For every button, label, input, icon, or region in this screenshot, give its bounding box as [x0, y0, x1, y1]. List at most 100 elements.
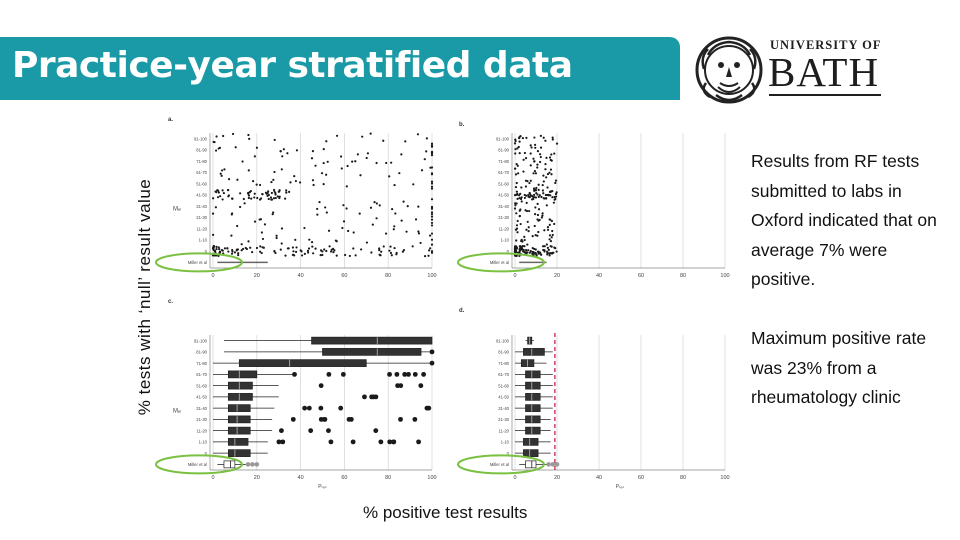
data-point — [307, 247, 311, 250]
data-point — [544, 139, 547, 142]
data-point — [385, 161, 388, 165]
data-point — [515, 227, 519, 230]
x-tick-label: 0 — [513, 273, 516, 279]
data-point — [513, 247, 517, 250]
data-point — [395, 251, 398, 255]
data-point — [528, 181, 531, 185]
y-tick-label: 41-50 — [196, 395, 207, 400]
data-point — [529, 152, 532, 155]
highlight-ellipse — [457, 454, 545, 475]
data-point — [221, 249, 224, 252]
data-point — [536, 213, 540, 217]
data-point — [219, 195, 222, 198]
data-point — [535, 253, 538, 256]
data-point — [242, 197, 245, 201]
data-point — [261, 237, 265, 241]
data-point — [529, 179, 532, 182]
data-point — [291, 246, 295, 249]
data-point — [329, 250, 333, 253]
data-point — [212, 197, 215, 200]
x-tick-label: 20 — [554, 273, 560, 279]
data-point — [212, 233, 215, 236]
data-point — [280, 242, 283, 245]
outlier-point — [279, 428, 284, 434]
data-point — [549, 240, 553, 243]
x-tick-label: 60 — [638, 273, 644, 279]
data-point — [236, 178, 239, 181]
data-point — [525, 228, 528, 231]
data-point — [514, 173, 518, 176]
y-tick-label: 51-60 — [196, 181, 207, 186]
data-point — [380, 250, 383, 253]
data-point — [341, 226, 344, 230]
data-point — [534, 248, 537, 251]
data-point — [270, 180, 273, 184]
data-point — [411, 245, 414, 248]
box — [525, 381, 541, 390]
data-point — [218, 251, 222, 254]
outlier-point — [394, 371, 400, 377]
data-point — [335, 240, 338, 243]
data-point — [550, 245, 553, 248]
data-point — [289, 181, 292, 184]
data-point — [327, 229, 331, 232]
data-point — [311, 150, 315, 153]
data-point — [536, 234, 539, 237]
data-point — [390, 254, 393, 257]
data-point — [339, 155, 343, 158]
data-point — [354, 254, 357, 257]
data-point — [525, 136, 528, 139]
x-tick-label: 40 — [596, 475, 602, 481]
data-point — [539, 160, 542, 164]
y-tick-label: 11-20 — [197, 226, 208, 231]
data-point — [430, 238, 434, 241]
data-point — [419, 241, 422, 245]
slide-title: Practice-year stratified data — [12, 45, 573, 86]
data-point — [518, 248, 521, 251]
data-point — [515, 202, 518, 205]
data-point — [360, 248, 363, 251]
data-point — [253, 192, 256, 195]
data-point — [522, 158, 525, 161]
data-point — [534, 189, 538, 192]
box — [525, 404, 541, 412]
data-point — [547, 248, 550, 251]
chart-panel-3: c. 0 20 40 60 80 100 Miller et al 0 1-10 11-20 21-3… — [155, 299, 437, 490]
outlier-point — [338, 405, 344, 411]
data-point — [430, 187, 434, 190]
data-point — [285, 191, 288, 194]
data-point — [310, 241, 314, 244]
data-point — [230, 252, 234, 255]
y-tick-label: 91-100 — [496, 338, 510, 343]
data-point — [545, 243, 548, 246]
data-point — [520, 200, 523, 203]
data-point — [240, 243, 243, 246]
data-point — [554, 181, 557, 185]
y-tick-label: 31-40 — [498, 204, 509, 209]
chart-panel-1: a. 0 20 40 60 80 100 Miller et al 0 1-10 11-20 21-3… — [155, 117, 437, 279]
box — [227, 393, 253, 401]
data-point — [273, 170, 276, 174]
data-point — [548, 238, 551, 241]
data-point — [216, 189, 220, 192]
y-tick-label: 1-10 — [501, 238, 510, 243]
data-point — [526, 220, 529, 223]
box — [227, 370, 258, 379]
data-point — [345, 185, 348, 188]
data-point — [295, 246, 298, 249]
data-point — [247, 192, 250, 195]
reference-point — [245, 462, 251, 467]
data-point — [534, 206, 537, 209]
data-point — [518, 245, 521, 248]
data-point — [549, 158, 552, 162]
data-point — [227, 194, 231, 197]
box — [227, 449, 251, 457]
data-point — [548, 254, 551, 257]
data-point — [430, 212, 434, 216]
y-tick-label: 81-90 — [498, 148, 509, 153]
data-point — [543, 229, 546, 232]
data-point — [547, 194, 550, 197]
data-point — [281, 155, 284, 158]
box — [523, 449, 539, 457]
data-point — [299, 249, 302, 252]
